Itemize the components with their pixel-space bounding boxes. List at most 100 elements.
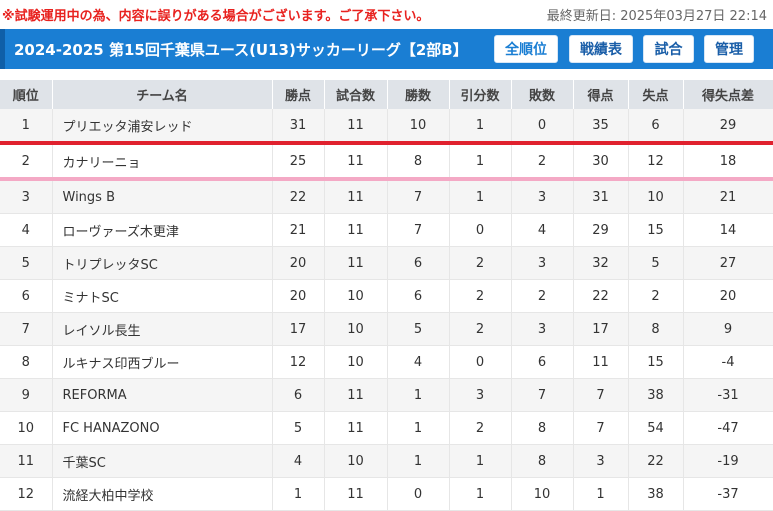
table-row: 11 千葉SC 4 10 1 1 8 3 22 -19 [0, 444, 773, 478]
stat-cell: 11 [324, 246, 388, 280]
stat-cell: -37 [683, 477, 773, 511]
stat-cell: 4 [511, 213, 574, 247]
rank-cell: 12 [0, 477, 53, 511]
stat-cell: 6 [387, 246, 450, 280]
stat-cell: 8 [511, 444, 574, 478]
stat-cell: 10 [324, 345, 388, 379]
rank-cell: 6 [0, 279, 53, 313]
stat-cell: 2 [449, 279, 512, 313]
stat-cell: 11 [324, 477, 388, 511]
team-name-cell: Wings B [52, 179, 273, 214]
stat-cell: 22 [272, 179, 325, 214]
table-row: 10 FC HANAZONO 5 11 1 2 8 7 54 -47 [0, 411, 773, 445]
results-table-button[interactable]: 戦績表 [569, 35, 633, 63]
stat-cell: 18 [683, 143, 773, 181]
column-header: 得点 [573, 80, 629, 109]
stat-cell: 7 [387, 213, 450, 247]
column-header: 引分数 [449, 80, 512, 109]
stat-cell: 3 [511, 312, 574, 346]
stat-cell: 6 [387, 279, 450, 313]
stat-cell: 31 [573, 179, 629, 214]
stat-cell: 2 [628, 279, 684, 313]
stat-cell: 38 [628, 477, 684, 511]
stat-cell: 1 [387, 378, 450, 412]
team-name-cell: ミナトSC [52, 279, 273, 313]
stat-cell: 1 [573, 477, 629, 511]
stat-cell: 11 [324, 179, 388, 214]
team-name-cell: レイソル長生 [52, 312, 273, 346]
table-row: 8 ルキナス印西ブルー 12 10 4 0 6 11 15 -4 [0, 345, 773, 379]
table-row: 4 ローヴァーズ木更津 21 11 7 0 4 29 15 14 [0, 213, 773, 247]
stat-cell: 20 [683, 279, 773, 313]
stat-cell: 3 [449, 378, 512, 412]
stat-cell: 4 [387, 345, 450, 379]
stat-cell: 54 [628, 411, 684, 445]
stat-cell: 21 [272, 213, 325, 247]
rank-cell: 10 [0, 411, 53, 445]
rank-cell: 2 [0, 143, 53, 181]
stat-cell: 15 [628, 345, 684, 379]
team-name-cell: FC HANAZONO [52, 411, 273, 445]
top-bar: ※試験運用中の為、内容に誤りがある場合がございます。ご了承下さい。 最終更新日:… [0, 0, 773, 28]
stat-cell: 32 [573, 246, 629, 280]
column-header: 試合数 [324, 80, 388, 109]
stat-cell: 8 [387, 143, 450, 181]
stat-cell: 5 [387, 312, 450, 346]
table-row: 5 トリプレッタSC 20 11 6 2 3 32 5 27 [0, 246, 773, 280]
stat-cell: 14 [683, 213, 773, 247]
standings-button[interactable]: 全順位 [494, 35, 558, 63]
team-name-cell: カナリーニョ [52, 143, 273, 181]
stat-cell: 10 [324, 312, 388, 346]
stat-cell: 2 [511, 143, 574, 181]
stat-cell: 22 [628, 444, 684, 478]
league-header: 2024-2025 第15回千葉県ユース(U13)サッカーリーグ【2部B】 全順… [0, 29, 773, 69]
team-name-cell: 流経大柏中学校 [52, 477, 273, 511]
stat-cell: 1 [449, 477, 512, 511]
rank-cell: 5 [0, 246, 53, 280]
column-header: 順位 [0, 80, 53, 109]
stat-cell: 1 [387, 444, 450, 478]
stat-cell: 1 [272, 477, 325, 511]
column-header: 勝点 [272, 80, 325, 109]
stat-cell: 7 [573, 378, 629, 412]
team-name-cell: REFORMA [52, 378, 273, 412]
stat-cell: 11 [324, 143, 388, 181]
stat-cell: 11 [324, 109, 388, 145]
stat-cell: 4 [272, 444, 325, 478]
stat-cell: 21 [683, 179, 773, 214]
stat-cell: 5 [272, 411, 325, 445]
table-row: 9 REFORMA 6 11 1 3 7 7 38 -31 [0, 378, 773, 412]
table-header-row: 順位 チーム名 勝点 試合数 勝数 引分数 敗数 得点 失点 得失点差 [0, 80, 773, 109]
team-name-cell: 千葉SC [52, 444, 273, 478]
stat-cell: 1 [449, 109, 512, 145]
stat-cell: 12 [272, 345, 325, 379]
stat-cell: 6 [511, 345, 574, 379]
stat-cell: 27 [683, 246, 773, 280]
matches-button[interactable]: 試合 [643, 35, 694, 63]
stat-cell: 15 [628, 213, 684, 247]
stat-cell: -31 [683, 378, 773, 412]
stat-cell: 12 [628, 143, 684, 181]
stat-cell: 1 [449, 143, 512, 181]
stat-cell: 20 [272, 279, 325, 313]
team-name-cell: ローヴァーズ木更津 [52, 213, 273, 247]
stat-cell: 3 [511, 179, 574, 214]
stat-cell: 11 [324, 213, 388, 247]
table-row: 2 カナリーニョ 25 11 8 1 2 30 12 18 [0, 143, 773, 181]
stat-cell: 10 [324, 444, 388, 478]
stat-cell: 20 [272, 246, 325, 280]
column-header: 勝数 [387, 80, 450, 109]
column-header: 敗数 [511, 80, 574, 109]
stat-cell: 29 [573, 213, 629, 247]
table-row: 12 流経大柏中学校 1 11 0 1 10 1 38 -37 [0, 477, 773, 511]
table-row: 7 レイソル長生 17 10 5 2 3 17 8 9 [0, 312, 773, 346]
league-title: 2024-2025 第15回千葉県ユース(U13)サッカーリーグ【2部B】 [14, 41, 468, 59]
stat-cell: 6 [628, 109, 684, 145]
stat-cell: 17 [272, 312, 325, 346]
stat-cell: 29 [683, 109, 773, 145]
stat-cell: 2 [511, 279, 574, 313]
stat-cell: 31 [272, 109, 325, 145]
manage-button[interactable]: 管理 [704, 35, 754, 63]
stat-cell: 17 [573, 312, 629, 346]
stat-cell: 2 [449, 312, 512, 346]
